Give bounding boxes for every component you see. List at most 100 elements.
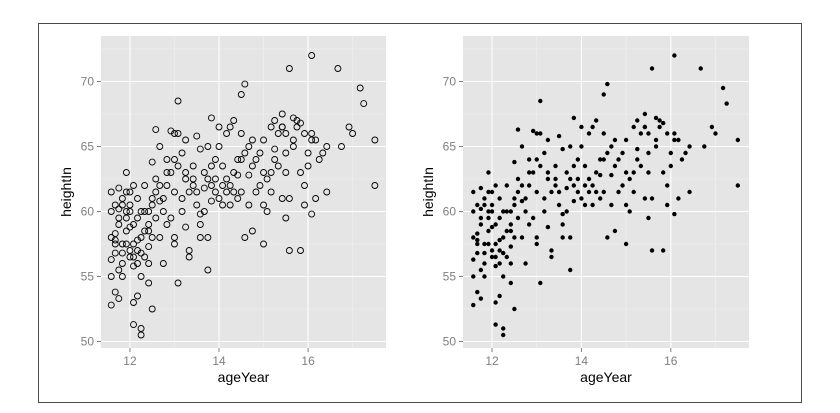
data-point — [638, 163, 644, 169]
data-point — [497, 261, 502, 266]
data-point — [230, 188, 238, 196]
x-tick-label: 12 — [123, 354, 137, 368]
data-point — [501, 332, 506, 338]
data-point — [174, 130, 182, 137]
data-point — [582, 202, 588, 208]
data-point — [245, 143, 253, 150]
data-point — [668, 150, 673, 156]
data-point — [260, 201, 267, 209]
data-point — [519, 183, 525, 188]
data-point — [178, 195, 186, 202]
data-point — [556, 133, 562, 139]
data-point — [593, 189, 599, 195]
data-point — [501, 250, 506, 256]
data-point — [687, 144, 692, 149]
data-point — [564, 170, 569, 175]
data-point — [687, 189, 692, 195]
data-point — [478, 267, 484, 273]
data-point — [676, 137, 681, 143]
data-point — [571, 183, 577, 188]
data-point — [207, 162, 215, 170]
data-point — [672, 137, 677, 143]
data-point — [542, 209, 547, 214]
data-point — [556, 202, 562, 208]
data-point — [178, 208, 186, 215]
data-point — [665, 131, 670, 136]
data-point — [683, 150, 688, 156]
data-point — [653, 144, 659, 149]
data-point — [575, 189, 581, 195]
data-point — [371, 136, 379, 144]
data-point — [193, 132, 201, 140]
data-point — [482, 202, 487, 208]
data-point — [519, 198, 525, 204]
data-point — [178, 149, 186, 157]
data-point — [512, 196, 517, 201]
y-tick-label: 60 — [81, 205, 95, 219]
data-point — [549, 189, 554, 195]
data-point — [649, 248, 655, 253]
data-point — [475, 237, 480, 243]
data-point — [478, 296, 484, 301]
data-point — [211, 188, 219, 196]
data-point — [263, 208, 271, 215]
y-tick-label: 55 — [443, 270, 457, 284]
y-tick-label: 70 — [443, 75, 457, 89]
data-point — [471, 235, 476, 240]
x-tick-label: 16 — [664, 354, 678, 368]
data-point — [308, 136, 316, 144]
data-point — [107, 188, 115, 196]
data-point — [189, 175, 197, 183]
data-point — [252, 188, 260, 196]
data-point — [371, 182, 379, 189]
data-point — [141, 182, 149, 189]
data-point — [475, 241, 480, 247]
data-point — [260, 169, 267, 176]
data-point — [122, 208, 130, 215]
data-point — [226, 201, 234, 209]
data-point — [207, 197, 215, 205]
data-point — [471, 274, 476, 279]
data-point — [345, 123, 353, 131]
data-point — [501, 274, 506, 279]
data-point — [267, 123, 275, 131]
data-point — [493, 222, 498, 227]
data-point — [530, 170, 536, 175]
data-point — [627, 176, 632, 182]
data-point — [702, 144, 707, 149]
data-point — [167, 214, 175, 222]
data-point — [493, 322, 498, 327]
data-point — [271, 117, 279, 124]
data-point — [545, 170, 551, 175]
data-point — [145, 221, 153, 228]
data-point — [360, 100, 368, 108]
data-point — [107, 208, 115, 215]
data-point — [545, 224, 551, 230]
data-point — [152, 175, 160, 183]
data-point — [601, 131, 606, 136]
data-point — [130, 299, 137, 306]
data-point — [141, 253, 149, 261]
data-point — [501, 235, 506, 240]
data-point — [308, 130, 316, 137]
data-point — [145, 243, 153, 251]
data-point — [193, 201, 201, 209]
data-point — [211, 156, 219, 163]
data-point — [493, 254, 498, 260]
x-tick-label: 14 — [212, 354, 226, 368]
data-point — [130, 262, 137, 270]
data-point — [582, 183, 588, 188]
data-point — [508, 261, 514, 266]
data-point — [512, 235, 517, 240]
data-point — [497, 237, 502, 243]
data-point — [152, 188, 160, 196]
data-point — [489, 224, 495, 230]
data-point — [635, 118, 640, 123]
data-point — [241, 234, 249, 241]
data-point — [260, 240, 267, 248]
data-point — [334, 65, 342, 72]
data-point — [185, 188, 193, 196]
data-point — [297, 119, 304, 127]
data-point — [698, 66, 703, 71]
data-point — [568, 235, 573, 240]
